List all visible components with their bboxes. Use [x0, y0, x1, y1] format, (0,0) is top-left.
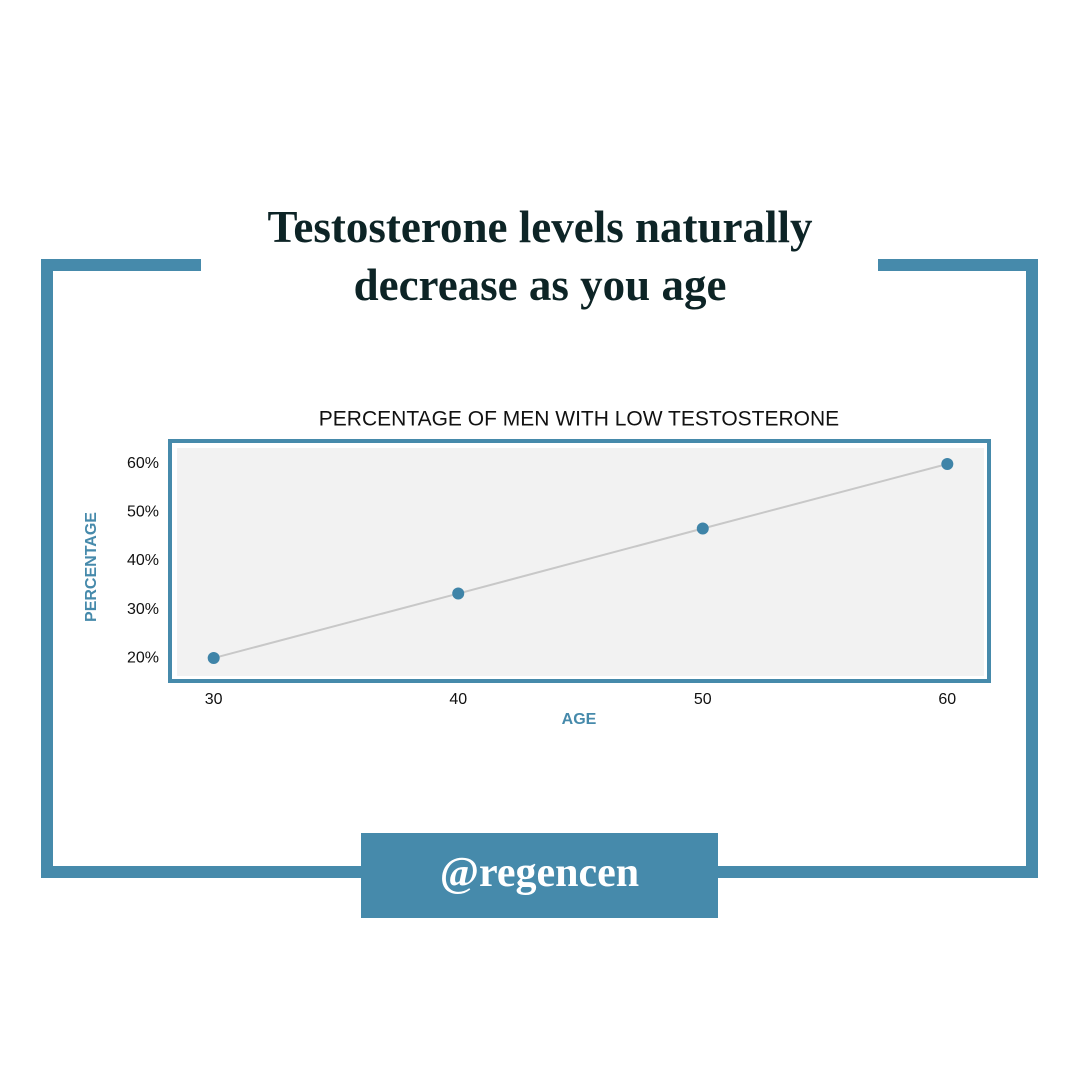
line	[213, 463, 948, 660]
chart-title: PERCENTAGE OF MEN WITH LOW TESTOSTERONE	[319, 408, 839, 431]
x-axis-label: AGE	[562, 711, 597, 728]
handle: @regencen	[361, 833, 718, 918]
point	[207, 652, 220, 665]
point	[941, 458, 954, 471]
x-tick-label: 40	[449, 691, 467, 708]
y-tick-label: 30%	[127, 601, 159, 618]
frame	[41, 259, 1038, 878]
y-tick-label: 20%	[127, 649, 159, 666]
y-tick-label: 60%	[127, 455, 159, 472]
x-tick-label: 60	[938, 691, 956, 708]
point	[696, 522, 709, 535]
y-tick-label: 50%	[127, 504, 159, 521]
x-tick-label: 30	[205, 691, 223, 708]
y-axis-label: PERCENTAGE	[83, 512, 100, 622]
heading: Testosterone levels naturally decrease a…	[267, 202, 813, 310]
x-tick-label: 50	[694, 691, 712, 708]
y-tick-label: 40%	[127, 552, 159, 569]
point	[452, 587, 465, 600]
